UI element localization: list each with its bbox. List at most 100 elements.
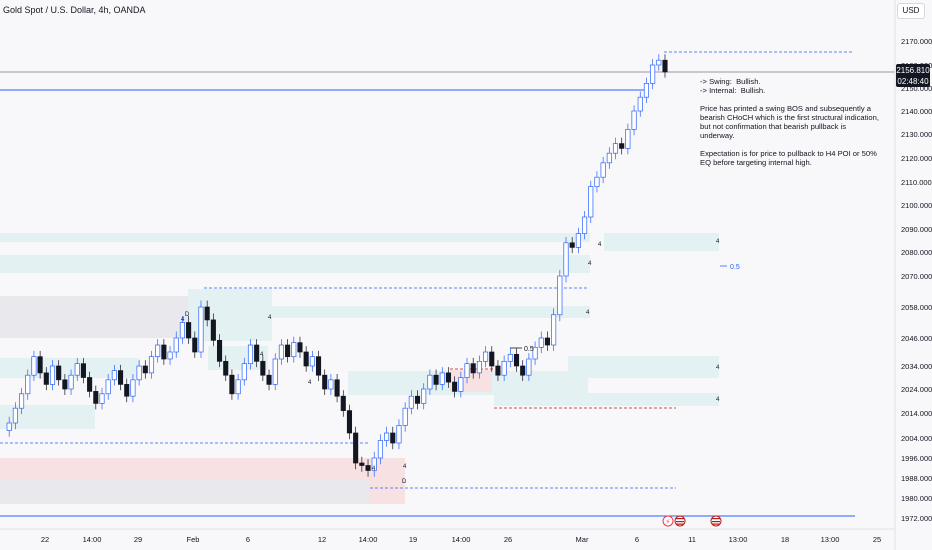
candle-body bbox=[297, 342, 303, 353]
demand-zone-top bbox=[0, 233, 590, 242]
candle-body bbox=[359, 462, 365, 466]
candle-body bbox=[346, 410, 353, 434]
candle-body bbox=[12, 407, 18, 424]
candle-body bbox=[408, 395, 414, 409]
candle-body bbox=[241, 363, 247, 381]
candle-body bbox=[173, 337, 179, 353]
demand-zone-right bbox=[604, 233, 719, 251]
candle-body bbox=[204, 306, 210, 321]
candle-body bbox=[74, 363, 80, 376]
candle-body bbox=[216, 339, 223, 362]
candles bbox=[6, 54, 668, 477]
candle-body bbox=[643, 83, 649, 98]
time-tick-label: Feb bbox=[187, 535, 200, 544]
analysis-note: -> Swing: Bullish. -> Internal: Bullish.… bbox=[700, 77, 880, 176]
candle-body bbox=[254, 344, 260, 362]
candle-body bbox=[588, 186, 594, 218]
candle-body bbox=[619, 143, 625, 149]
candle-body bbox=[315, 356, 322, 376]
candle-body bbox=[68, 374, 74, 390]
candle-body bbox=[662, 59, 668, 73]
candle-body bbox=[155, 344, 161, 358]
price-tick-label: 2046.000 bbox=[901, 334, 932, 343]
candle-body bbox=[291, 342, 297, 358]
candle-body bbox=[105, 379, 111, 395]
candle-body bbox=[532, 346, 538, 360]
note-paragraph-2: Expectation is for price to pullback to … bbox=[700, 149, 879, 167]
time-tick-label: 6 bbox=[246, 535, 250, 544]
price-tick-label: 2024.000 bbox=[901, 385, 932, 394]
candle-body bbox=[600, 162, 606, 178]
candle-body bbox=[396, 425, 402, 444]
candle-body bbox=[161, 344, 167, 360]
note-internal: -> Internal: Bullish. bbox=[700, 86, 766, 95]
time-tick-label: 13:00 bbox=[821, 535, 840, 544]
candle-body bbox=[353, 432, 359, 464]
time-tick-label: 12 bbox=[318, 535, 326, 544]
demand-zone-right3 bbox=[494, 393, 719, 406]
candle-body bbox=[167, 351, 173, 360]
candle-body bbox=[544, 337, 550, 346]
candle-body bbox=[414, 395, 421, 404]
current-price-tag: 2156.810 02:48:40 bbox=[896, 64, 930, 87]
event-icons[interactable]: ⚡ bbox=[662, 515, 722, 527]
candle-body bbox=[309, 356, 315, 367]
candle-body bbox=[198, 306, 204, 353]
price-axis[interactable]: 2170.0002160.0002150.0002140.0002130.000… bbox=[901, 37, 932, 523]
svg-text:⚡: ⚡ bbox=[666, 518, 671, 526]
price-tick-label: 2080.000 bbox=[901, 248, 932, 257]
candle-body bbox=[656, 59, 662, 66]
candle-body bbox=[507, 353, 513, 362]
chart-title: Gold Spot / U.S. Dollar, 4h, OANDA bbox=[3, 5, 146, 15]
currency-button[interactable]: USD bbox=[897, 3, 925, 19]
candle-body bbox=[520, 365, 526, 376]
levels bbox=[0, 51, 895, 517]
price-tick-label: 2014.000 bbox=[901, 409, 932, 418]
time-tick-label: 14:00 bbox=[83, 535, 102, 544]
time-tick-label: 26 bbox=[504, 535, 512, 544]
candle-body bbox=[272, 358, 278, 385]
candle-body bbox=[124, 384, 130, 397]
candle-body bbox=[192, 337, 198, 353]
time-tick-label: 29 bbox=[134, 535, 142, 544]
candle-body bbox=[31, 356, 37, 376]
candle-body bbox=[142, 365, 148, 374]
candle-body bbox=[118, 370, 124, 385]
candle-body bbox=[569, 242, 575, 248]
eq-label: 0.5 bbox=[730, 264, 740, 271]
time-axis[interactable]: 22 14:00 29 Feb 6 12 14:00 19 14:00 26 Mar 6 11 13:00… bbox=[41, 535, 881, 544]
candle-body bbox=[557, 275, 563, 316]
candle-body bbox=[513, 353, 520, 367]
zone-label: 4 bbox=[372, 466, 376, 472]
candle-body bbox=[458, 377, 464, 392]
candle-body bbox=[377, 440, 383, 459]
zone-label: 4 bbox=[181, 317, 185, 323]
candle-body bbox=[371, 457, 377, 471]
price-tick-label: 2034.000 bbox=[901, 362, 932, 371]
note-paragraph-1: Price has printed a swing BOS and subseq… bbox=[700, 104, 879, 140]
candle-body bbox=[452, 381, 458, 392]
current-price: 2156.810 bbox=[896, 66, 930, 75]
candle-body bbox=[285, 344, 291, 358]
candle-body bbox=[365, 465, 371, 471]
time-tick-label: 13:00 bbox=[729, 535, 748, 544]
time-tick-label: 14:00 bbox=[359, 535, 378, 544]
candle-body bbox=[19, 393, 25, 409]
candle-body bbox=[278, 344, 284, 360]
time-tick-label: 14:00 bbox=[452, 535, 471, 544]
time-tick-label: 6 bbox=[635, 535, 639, 544]
time-tick-label: 18 bbox=[781, 535, 789, 544]
candle-body bbox=[303, 351, 309, 367]
price-tick-label: 2100.000 bbox=[901, 201, 932, 210]
candle-body bbox=[489, 351, 495, 367]
price-tick-label: 1988.000 bbox=[901, 474, 932, 483]
candle-body bbox=[99, 393, 105, 404]
candle-body bbox=[56, 365, 62, 381]
candle-body bbox=[179, 322, 185, 339]
price-tick-label: 1972.000 bbox=[901, 514, 932, 523]
zone-label: D bbox=[402, 479, 407, 485]
candle-body bbox=[223, 360, 229, 376]
price-tick-label: 2070.000 bbox=[901, 272, 932, 281]
zone-label: 4 bbox=[268, 315, 272, 321]
